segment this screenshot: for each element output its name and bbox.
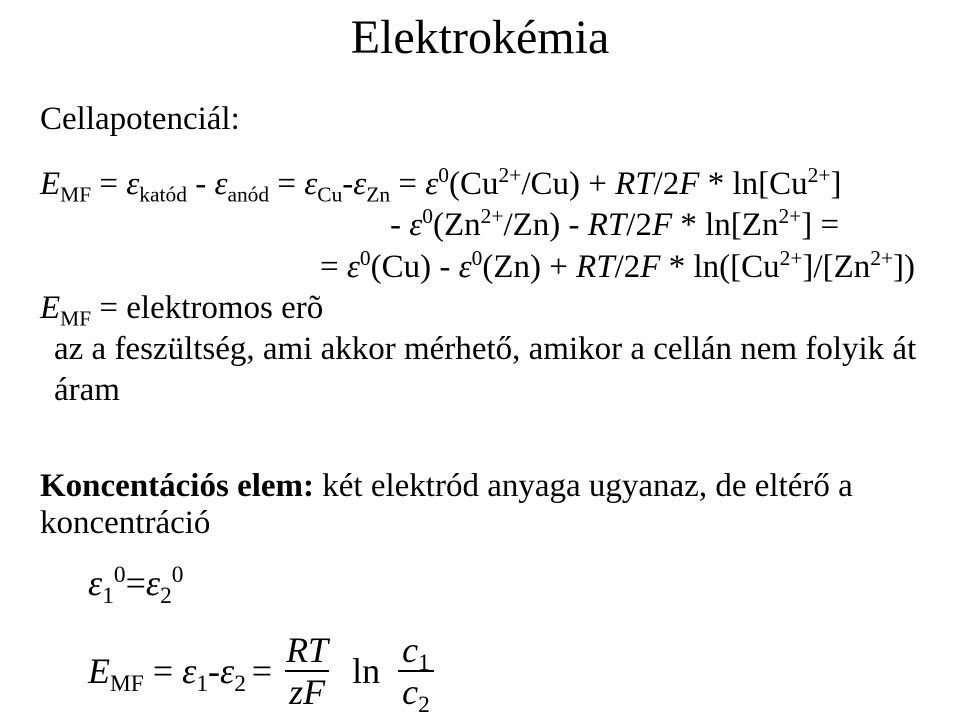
section2-title: Koncentációs elem: két elektród anyaga u… [40, 468, 920, 542]
equation-line-2: - ε0(Zn2+/Zn) - RT/2F * ln[Zn2+] = [390, 205, 920, 246]
definition-label: = elektromos erõ [91, 290, 323, 326]
section2-title-bold: Koncentációs elem: [40, 468, 314, 504]
page-title: Elektrokémia [40, 10, 920, 65]
section2-eq1: ε10=ε20 [88, 562, 920, 604]
fraction-rt-zf: RT zF [282, 632, 332, 710]
section2-eq2: EMF = ε1-ε2 = RT zF ln c1 c2 [88, 632, 920, 710]
subtitle: Cellapotenciál: [40, 101, 920, 138]
page: Elektrokémia Cellapotenciál: EMF = εkató… [0, 0, 960, 683]
main-equation-block: EMF = εkatód - εanód = εCu-εZn = ε0(Cu2+… [40, 164, 920, 412]
fraction-c1-c2: c1 c2 [398, 632, 434, 710]
ln-text: ln [352, 650, 380, 692]
equation-line-4: EMF = elektromos erõ [40, 288, 920, 329]
equation-line-3: = ε0(Cu) - ε0(Zn) + RT/2F * ln([Cu2+]/[Z… [320, 247, 920, 288]
equation-line-5: az a feszültség, ami akkor mérhető, amik… [54, 329, 920, 412]
concentration-section: Koncentációs elem: két elektród anyaga u… [40, 468, 920, 710]
equation-line-1: EMF = εkatód - εanód = εCu-εZn = ε0(Cu2+… [40, 164, 920, 205]
